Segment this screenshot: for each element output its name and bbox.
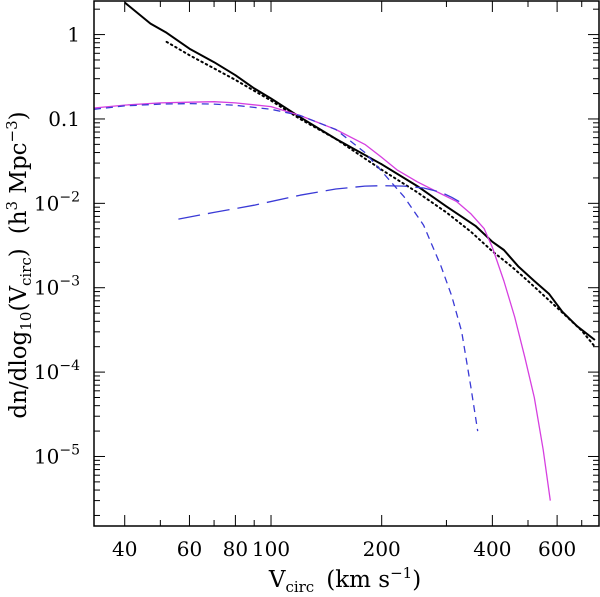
x-tick-label: 600 [538,537,576,561]
y-axis-title-units2: Mpc [6,142,32,200]
x-axis-title-main: V [268,567,286,593]
x-axis-title-units: (km s [326,567,390,593]
y-axis-title: dn/dlog10(Vcirc) (h3 Mpc−3) [3,111,35,418]
y-tick-label: 10−3 [34,274,80,300]
series-short-dash-3-line [93,102,479,432]
series-dotted-1-line [165,40,596,348]
ticks-layer: 40 60 80 100 200 400 600 1 0.1 10−2 10−3 10−4 10−5 [34,1,599,561]
y-axis-title-sup1: 3 [3,201,21,211]
plot-frame [93,0,600,527]
y-tick-label: 10−5 [34,442,80,468]
y-tick-label: 10−2 [34,189,80,215]
x-axis-title: Vcirc (km s−1) [268,564,421,596]
x-tick-label: 80 [223,537,248,561]
y-axis-title-close: ) [6,248,32,257]
y-axis-title-close2: ) [6,111,32,120]
x-tick-label: 60 [177,537,202,561]
series-solid-0-line [124,1,596,341]
x-axis-title-close: ) [412,567,421,593]
y-axis-title-sup2: −3 [3,120,21,142]
x-axis-title-sub: circ [285,578,314,596]
x-axis-title-sup: −1 [390,564,412,582]
series-solid-2-line [93,101,551,501]
x-tick-label: 400 [473,537,511,561]
series-long-dash-4-line [178,185,460,220]
y-tick-label: 0.1 [48,107,80,131]
series-layer [93,1,596,501]
y-axis-title-mid: (V [6,286,32,312]
y-axis-title-units: (h [6,210,32,234]
y-axis-title-sub2: circ [17,257,35,286]
x-tick-label: 100 [252,537,290,561]
x-tick-label: 40 [112,537,137,561]
y-tick-label: 1 [67,23,80,47]
y-axis-title-main: dn/dlog [6,330,32,418]
y-axis-title-sub1: 10 [17,312,35,331]
x-tick-label: 200 [363,537,401,561]
y-tick-label: 10−4 [34,358,80,384]
